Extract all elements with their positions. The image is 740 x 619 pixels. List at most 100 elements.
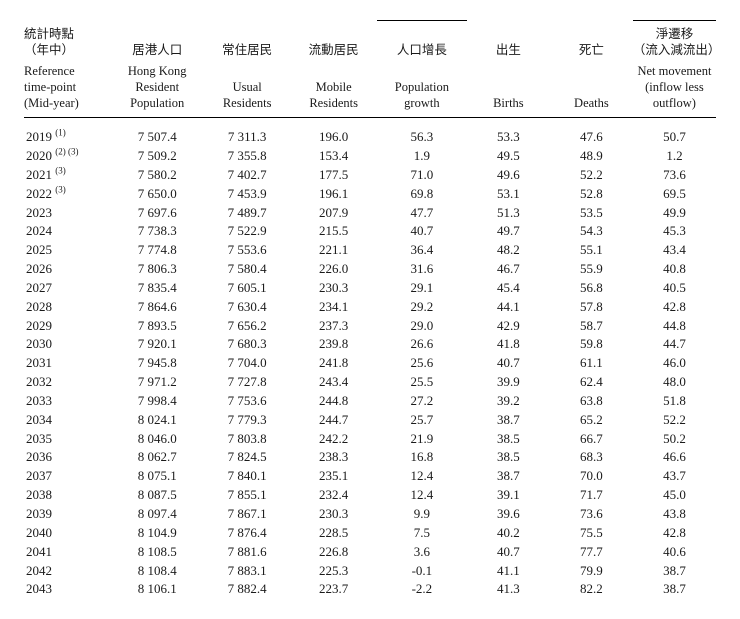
cell-year: 2041 (24, 543, 111, 562)
cell-net: 45.3 (633, 222, 716, 241)
year-value: 2020 (26, 148, 52, 163)
cell-births: 41.3 (467, 580, 550, 599)
header-row-zh: 統計時點（年中）居港人口常住居民流動居民人口增長出生死亡淨遷移（流入減流出） (24, 27, 716, 64)
year-value: 2031 (26, 355, 52, 370)
cell-pop: 7 580.2 (111, 166, 204, 185)
year-value: 2021 (26, 167, 52, 182)
year-value: 2032 (26, 374, 52, 389)
cell-net: 73.6 (633, 166, 716, 185)
table-row: 20317 945.87 704.0241.825.640.761.146.0 (24, 354, 716, 373)
cell-deaths: 82.2 (550, 580, 633, 599)
cell-net: 69.5 (633, 185, 716, 204)
cell-growth: 71.0 (377, 166, 467, 185)
cell-usual: 7 402.7 (204, 166, 291, 185)
cell-net: 49.9 (633, 204, 716, 223)
cell-usual: 7 453.9 (204, 185, 291, 204)
cell-growth: 1.9 (377, 147, 467, 166)
cell-births: 41.1 (467, 562, 550, 581)
cell-growth: 25.5 (377, 373, 467, 392)
cell-mobile: 232.4 (290, 486, 377, 505)
cell-net: 38.7 (633, 562, 716, 581)
cell-births: 49.7 (467, 222, 550, 241)
year-value: 2028 (26, 299, 52, 314)
cell-births: 44.1 (467, 298, 550, 317)
table-row: 20428 108.47 883.1225.3-0.141.179.938.7 (24, 562, 716, 581)
cell-births: 39.1 (467, 486, 550, 505)
cell-pop: 7 835.4 (111, 279, 204, 298)
year-value: 2041 (26, 544, 52, 559)
cell-pop: 7 945.8 (111, 354, 204, 373)
cell-growth: 56.3 (377, 128, 467, 147)
cell-year: 2043 (24, 580, 111, 599)
cell-usual: 7 876.4 (204, 524, 291, 543)
year-value: 2029 (26, 318, 52, 333)
cell-births: 41.8 (467, 335, 550, 354)
col-header-en-mobile: MobileResidents (290, 64, 377, 117)
cell-deaths: 79.9 (550, 562, 633, 581)
cell-births: 45.4 (467, 279, 550, 298)
cell-year: 2034 (24, 411, 111, 430)
cell-growth: 47.7 (377, 204, 467, 223)
year-value: 2039 (26, 506, 52, 521)
cell-pop: 8 104.9 (111, 524, 204, 543)
cell-mobile: 237.3 (290, 317, 377, 336)
cell-net: 50.7 (633, 128, 716, 147)
year-value: 2027 (26, 280, 52, 295)
cell-mobile: 153.4 (290, 147, 377, 166)
cell-net: 43.8 (633, 505, 716, 524)
cell-year: 2021 (3) (24, 166, 111, 185)
cell-pop: 8 108.4 (111, 562, 204, 581)
cell-growth: 7.5 (377, 524, 467, 543)
year-value: 2038 (26, 487, 52, 502)
table-row: 2020 (2) (3)7 509.27 355.8153.41.949.548… (24, 147, 716, 166)
table-row: 20368 062.77 824.5238.316.838.568.346.6 (24, 448, 716, 467)
cell-usual: 7 680.3 (204, 335, 291, 354)
cell-year: 2037 (24, 467, 111, 486)
cell-births: 51.3 (467, 204, 550, 223)
cell-usual: 7 867.1 (204, 505, 291, 524)
cell-usual: 7 704.0 (204, 354, 291, 373)
col-header-zh-deaths: 死亡 (550, 27, 633, 64)
cell-births: 39.6 (467, 505, 550, 524)
cell-year: 2032 (24, 373, 111, 392)
cell-usual: 7 553.6 (204, 241, 291, 260)
cell-births: 40.7 (467, 543, 550, 562)
year-value: 2037 (26, 468, 52, 483)
cell-year: 2033 (24, 392, 111, 411)
cell-mobile: 215.5 (290, 222, 377, 241)
cell-mobile: 230.3 (290, 505, 377, 524)
cell-births: 39.9 (467, 373, 550, 392)
cell-pop: 8 075.1 (111, 467, 204, 486)
col-header-en-pop: Hong KongResidentPopulation (111, 64, 204, 117)
cell-deaths: 62.4 (550, 373, 633, 392)
table-body: 2019 (1)7 507.47 311.3196.056.353.347.65… (24, 128, 716, 599)
cell-mobile: 196.1 (290, 185, 377, 204)
table-row: 20388 087.57 855.1232.412.439.171.745.0 (24, 486, 716, 505)
cell-mobile: 225.3 (290, 562, 377, 581)
cell-mobile: 244.8 (290, 392, 377, 411)
cell-net: 45.0 (633, 486, 716, 505)
cell-mobile: 239.8 (290, 335, 377, 354)
table-row: 20327 971.27 727.8243.425.539.962.448.0 (24, 373, 716, 392)
table-row: 20297 893.57 656.2237.329.042.958.744.8 (24, 317, 716, 336)
cell-mobile: 226.0 (290, 260, 377, 279)
cell-growth: 31.6 (377, 260, 467, 279)
cell-growth: -0.1 (377, 562, 467, 581)
col-header-zh-pop: 居港人口 (111, 27, 204, 64)
cell-deaths: 66.7 (550, 430, 633, 449)
cell-year: 2023 (24, 204, 111, 223)
cell-growth: 3.6 (377, 543, 467, 562)
col-header-en-net: Net movement(inflow lessoutflow) (633, 64, 716, 117)
table-row: 2021 (3)7 580.27 402.7177.571.049.652.27… (24, 166, 716, 185)
cell-usual: 7 605.1 (204, 279, 291, 298)
year-value: 2024 (26, 223, 52, 238)
year-value: 2019 (26, 129, 52, 144)
cell-pop: 8 024.1 (111, 411, 204, 430)
cell-deaths: 61.1 (550, 354, 633, 373)
cell-deaths: 63.8 (550, 392, 633, 411)
cell-deaths: 73.6 (550, 505, 633, 524)
col-header-en-year: Referencetime-point(Mid-year) (24, 64, 111, 117)
table-row: 20267 806.37 580.4226.031.646.755.940.8 (24, 260, 716, 279)
cell-year: 2029 (24, 317, 111, 336)
cell-mobile: 228.5 (290, 524, 377, 543)
